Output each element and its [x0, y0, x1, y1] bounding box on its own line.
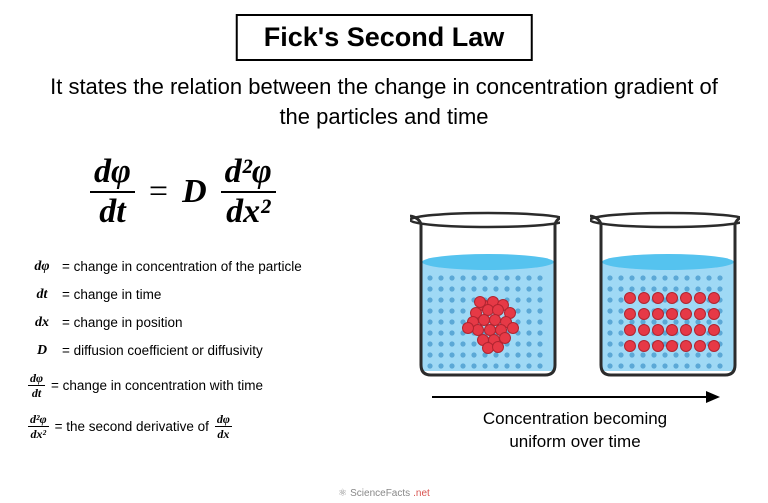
- equation-rhs-fraction: d²φ dx²: [221, 155, 276, 229]
- lhs-numerator: dφ: [90, 155, 135, 193]
- legend-row: dx = change in position: [28, 316, 302, 330]
- watermark: ⚛ ScienceFacts.net: [338, 488, 430, 499]
- time-arrow: [430, 390, 720, 404]
- legend-tail-fraction: dφdx: [215, 413, 232, 440]
- atom-icon: ⚛: [338, 488, 347, 499]
- diagram-caption: Concentration becoming uniform over time: [400, 408, 750, 454]
- main-equation: dφ dt = D d²φ dx²: [90, 155, 276, 229]
- legend-symbol: dt: [28, 288, 56, 302]
- legend-fraction: d²φdx²: [28, 413, 49, 440]
- legend-text: = change in time: [62, 288, 161, 302]
- title-box: Fick's Second Law: [236, 14, 533, 61]
- legend-text: = diffusion coefficient or diffusivity: [62, 344, 263, 358]
- legend-text: = change in concentration of the particl…: [62, 260, 302, 274]
- legend-row: dφdt = change in concentration with time: [28, 372, 302, 399]
- legend-row: dt = change in time: [28, 288, 302, 302]
- legend-row: D = diffusion coefficient or diffusivity: [28, 344, 302, 358]
- equation-coefficient: D: [182, 173, 207, 211]
- diffusion-diagram: Concentration becoming uniform over time: [400, 210, 750, 454]
- watermark-suffix: .net: [413, 488, 430, 499]
- legend-block: dφ = change in concentration of the parti…: [28, 260, 302, 454]
- legend-text: = change in concentration with time: [51, 379, 263, 393]
- title-text: Fick's Second Law: [264, 22, 505, 52]
- legend-row: dφ = change in concentration of the parti…: [28, 260, 302, 274]
- rhs-denominator: dx²: [222, 193, 274, 229]
- legend-symbol: D: [28, 344, 56, 358]
- caption-line-2: uniform over time: [509, 432, 640, 451]
- beaker-before: [410, 210, 560, 380]
- legend-fraction: dφdt: [28, 372, 45, 399]
- caption-line-1: Concentration becoming: [483, 409, 667, 428]
- legend-symbol: dφ: [28, 260, 56, 274]
- equation-lhs-fraction: dφ dt: [90, 155, 135, 229]
- legend-text: = the second derivative of: [55, 420, 209, 434]
- description-text: It states the relation between the chang…: [0, 72, 768, 131]
- beaker-row: [400, 210, 750, 380]
- legend-text: = change in position: [62, 316, 182, 330]
- legend-symbol: dx: [28, 316, 56, 330]
- watermark-text: ScienceFacts: [350, 488, 410, 499]
- rhs-numerator: d²φ: [221, 155, 276, 193]
- legend-row: d²φdx² = the second derivative of dφdx: [28, 413, 302, 440]
- lhs-denominator: dt: [95, 193, 129, 229]
- beaker-after: [590, 210, 740, 380]
- equals-sign: =: [149, 173, 168, 211]
